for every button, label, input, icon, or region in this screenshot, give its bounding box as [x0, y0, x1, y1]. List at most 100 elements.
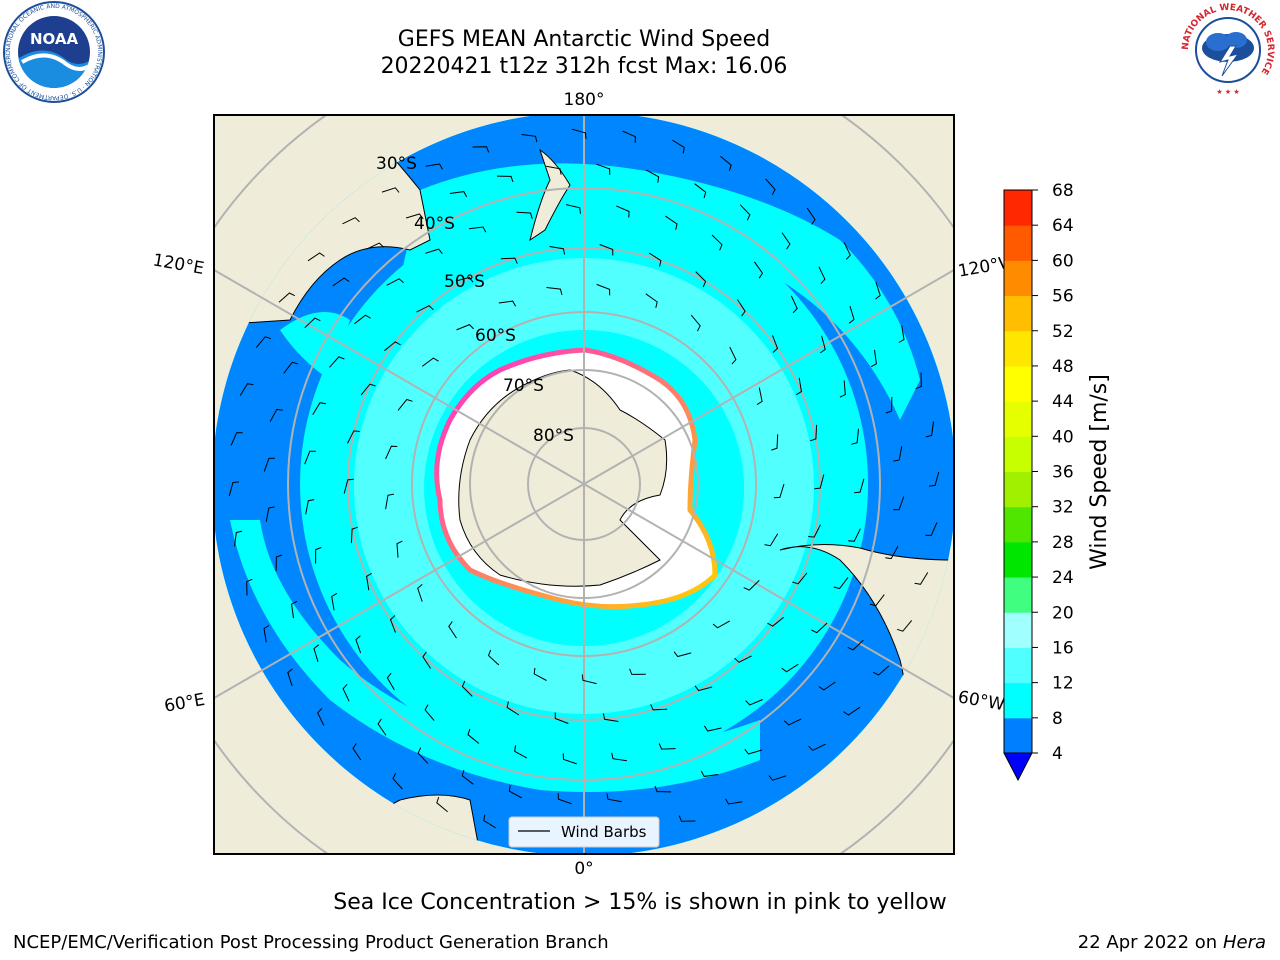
colorbar-extend-arrow: [1003, 752, 1033, 782]
wind-barb: [533, 667, 547, 681]
wind-barb: [304, 317, 321, 329]
wind-barb: [596, 163, 611, 175]
wind-barb: [360, 383, 376, 396]
colorbar-tick-label: 60: [1052, 251, 1074, 271]
wind-barb: [265, 506, 275, 522]
colorbar-tick-label: 64: [1052, 216, 1074, 236]
wind-barb: [521, 134, 538, 143]
wind-barb: [228, 481, 239, 497]
legend-label: Wind Barbs: [561, 823, 647, 841]
colorbar-tick-label: 24: [1052, 568, 1074, 588]
wind-band-inner: [353, 258, 814, 714]
map-frame: [213, 114, 955, 855]
wind-barb: [355, 635, 362, 654]
footer-date-text: 22 Apr 2022 on: [1077, 932, 1223, 953]
wind-barb: [506, 701, 520, 716]
wind-barb: [695, 271, 707, 288]
wind-barb: [396, 540, 403, 558]
wind-barb: [602, 713, 619, 722]
wind-barb: [772, 335, 779, 353]
wind-barb: [508, 785, 522, 799]
wind-barb: [332, 277, 350, 287]
wind-barb: [389, 615, 396, 633]
wind-barb: [263, 625, 270, 643]
wind-barb: [557, 793, 572, 805]
wind-barb: [629, 668, 646, 675]
lat-label-30s: 30°S: [376, 154, 417, 174]
lon-label-60e: 60°E: [163, 690, 207, 717]
colorbar-segment: [1004, 401, 1032, 437]
wind-barb: [767, 616, 784, 627]
wind-barb: [744, 748, 763, 755]
wind-barb: [783, 718, 802, 726]
wind-barb: [781, 232, 791, 250]
wind-barb: [764, 533, 779, 547]
wind-barb: [549, 246, 566, 255]
wind-barb: [456, 324, 474, 331]
wind-barb: [581, 674, 597, 685]
wind-barb: [313, 644, 320, 663]
noaa-logo-text: NOAA: [30, 30, 79, 48]
wind-barb: [366, 242, 385, 250]
colorbar-segment: [1004, 295, 1032, 332]
wind-barb: [654, 785, 672, 793]
wind-barb: [317, 708, 325, 726]
wind-barb: [773, 483, 785, 499]
colorbar-segment: [1004, 682, 1032, 719]
colorbar-segment: [1004, 330, 1032, 367]
wind-barb: [885, 546, 899, 560]
wind-barb: [343, 478, 354, 494]
wind-barb: [893, 446, 903, 462]
wind-barb: [421, 357, 439, 367]
lon-label-120e: 120°E: [151, 250, 205, 279]
svg-text:★ ★ ★: ★ ★ ★: [1216, 88, 1239, 96]
wind-barb: [839, 380, 846, 398]
wind-barb: [694, 685, 713, 692]
wind-barb: [278, 292, 296, 303]
wind-barb: [925, 522, 938, 536]
wind-barb: [914, 572, 929, 585]
wind-barb: [516, 211, 533, 219]
colorbar-tick-label: 52: [1052, 322, 1074, 342]
wind-barb: [599, 244, 614, 256]
colorbar-segment: [1004, 612, 1032, 648]
wind-barb: [562, 753, 577, 765]
wind-barb: [329, 356, 345, 368]
colorbar-segment: [1004, 647, 1032, 684]
wind-barb: [915, 372, 922, 390]
wind-barb: [729, 346, 737, 365]
wind-barb: [703, 725, 722, 732]
wind-barb: [678, 815, 696, 822]
colorbar-tick-label: 8: [1052, 709, 1063, 729]
colorbar-segment: [1004, 260, 1032, 297]
wind-barb: [736, 299, 746, 317]
wind-barb: [790, 295, 798, 314]
wind-barb: [745, 699, 763, 706]
wind-barb: [648, 252, 662, 267]
wind-barb: [690, 314, 701, 332]
wind-barb: [514, 745, 528, 759]
wind-barb: [386, 672, 395, 691]
wind-barb: [467, 728, 480, 744]
caption: Sea Ice Concentration > 15% is shown in …: [333, 890, 947, 915]
wind-barb: [305, 499, 315, 515]
wind-barb: [554, 712, 569, 724]
colorbar-tick-label: 68: [1052, 181, 1074, 201]
wind-barb: [781, 663, 799, 673]
wind-barb: [424, 704, 435, 721]
wind-barb: [347, 430, 360, 444]
wind-barb: [694, 183, 707, 199]
wind-barb: [843, 706, 861, 716]
wind-barb: [283, 361, 299, 374]
wind-barb: [436, 796, 448, 813]
wind-barb: [854, 478, 865, 494]
wind-barb: [331, 592, 338, 611]
land-new-zealand: [529, 148, 571, 242]
nws-logo: NATIONAL WEATHER SERVICE ★ ★ ★: [1180, 2, 1276, 98]
wind-barb: [385, 493, 394, 510]
wind-barb: [796, 377, 802, 396]
wind-barb: [875, 281, 881, 300]
footer-date: 22 Apr 2022 on Hera: [1078, 932, 1266, 953]
wind-barb: [304, 450, 316, 465]
wind-barb: [869, 594, 885, 607]
